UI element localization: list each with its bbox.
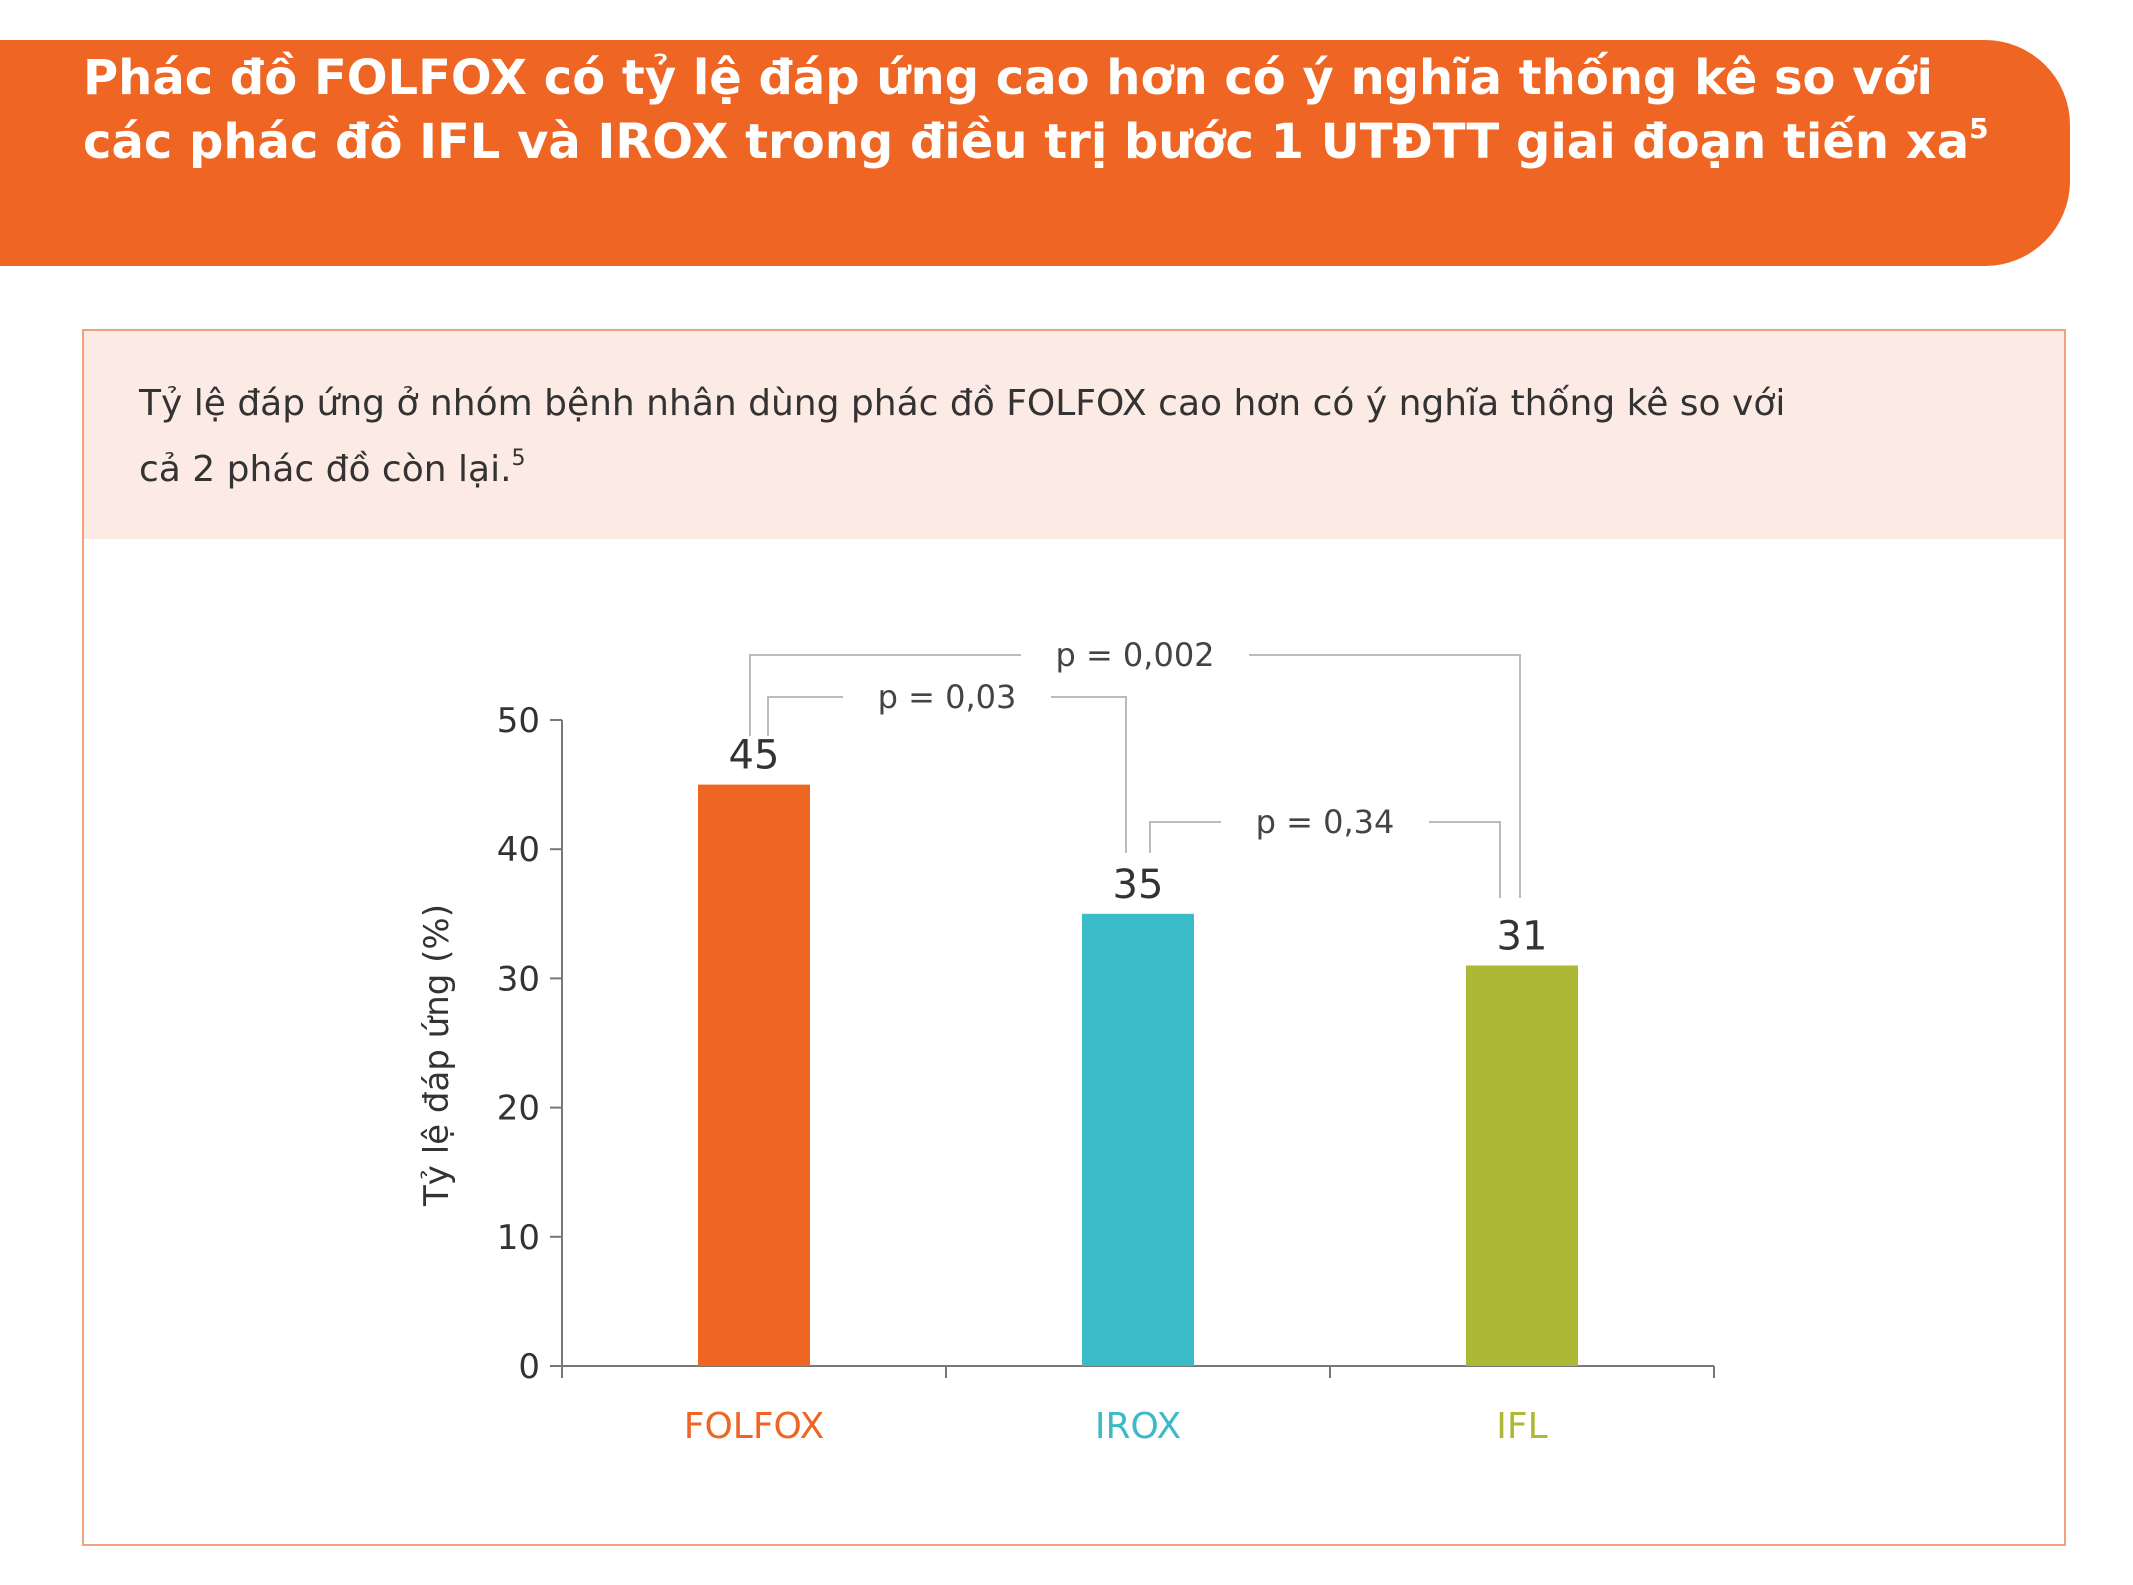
chart-panel: Tỷ lệ đáp ứng ở nhóm bệnh nhân dùng phác… bbox=[82, 329, 2066, 1546]
summary-line-1: Tỷ lệ đáp ứng ở nhóm bệnh nhân dùng phác… bbox=[139, 383, 1786, 424]
value-label-ifl: 31 bbox=[1497, 913, 1548, 959]
value-label-folfox: 45 bbox=[729, 733, 780, 779]
summary-line-2-text: cả 2 phác đồ còn lại. bbox=[139, 449, 512, 490]
bracket-irox-ifl-label: p = 0,34 bbox=[1256, 803, 1395, 841]
bar-ifl bbox=[1466, 965, 1578, 1366]
bracket-irox-ifl-right bbox=[1429, 821, 1501, 898]
bracket-folfox-ifl-label: p = 0,002 bbox=[1055, 636, 1214, 674]
bracket-folfox-ifl-left bbox=[749, 654, 1021, 736]
page-title-line-1: Phác đồ FOLFOX có tỷ lệ đáp ứng cao hơn … bbox=[83, 50, 1933, 106]
y-tick-label-50: 50 bbox=[497, 701, 540, 741]
bracket-irox-ifl-left bbox=[1149, 821, 1221, 853]
bar-group: 45 FOLFOX 35 IROX 31 IFL bbox=[684, 733, 1578, 1447]
bracket-folfox-ifl-right bbox=[1249, 654, 1521, 898]
panel-summary-box: Tỷ lệ đáp ứng ở nhóm bệnh nhân dùng phác… bbox=[84, 331, 2064, 539]
bracket-folfox-irox-label: p = 0,03 bbox=[878, 678, 1017, 716]
bar-irox bbox=[1082, 913, 1194, 1366]
bracket-folfox-irox-left bbox=[767, 696, 843, 736]
summary-reference: 5 bbox=[511, 446, 526, 471]
page-title-line-2-text: các phác đồ IFL và IROX trong điều trị b… bbox=[83, 114, 1970, 170]
bracket-folfox-irox-right bbox=[1051, 696, 1127, 853]
category-label-folfox: FOLFOX bbox=[684, 1406, 825, 1447]
y-tick-label-30: 30 bbox=[497, 959, 540, 999]
panel-summary-text: Tỷ lệ đáp ứng ở nhóm bệnh nhân dùng phác… bbox=[139, 371, 2011, 503]
page-title: Phác đồ FOLFOX có tỷ lệ đáp ứng cao hơn … bbox=[83, 46, 2043, 174]
y-tick-label-0: 0 bbox=[518, 1347, 540, 1387]
y-tick-label-10: 10 bbox=[497, 1218, 540, 1258]
y-axis-label: Tỷ lệ đáp ứng (%) bbox=[417, 904, 457, 1207]
category-label-irox: IROX bbox=[1095, 1406, 1181, 1447]
value-label-irox: 35 bbox=[1113, 862, 1164, 908]
page-title-line-2: các phác đồ IFL và IROX trong điều trị b… bbox=[83, 110, 2043, 174]
summary-line-2: cả 2 phác đồ còn lại.5 bbox=[139, 437, 2011, 503]
title-reference: 5 bbox=[1969, 112, 1989, 145]
significance-brackets: p = 0,03 p = 0,002 p = 0,34 bbox=[749, 636, 1521, 898]
bar-folfox bbox=[698, 784, 810, 1366]
category-label-ifl: IFL bbox=[1496, 1406, 1547, 1447]
y-tick-label-20: 20 bbox=[497, 1089, 540, 1129]
title-banner bbox=[0, 40, 2070, 266]
y-tick-label-40: 40 bbox=[497, 830, 540, 870]
